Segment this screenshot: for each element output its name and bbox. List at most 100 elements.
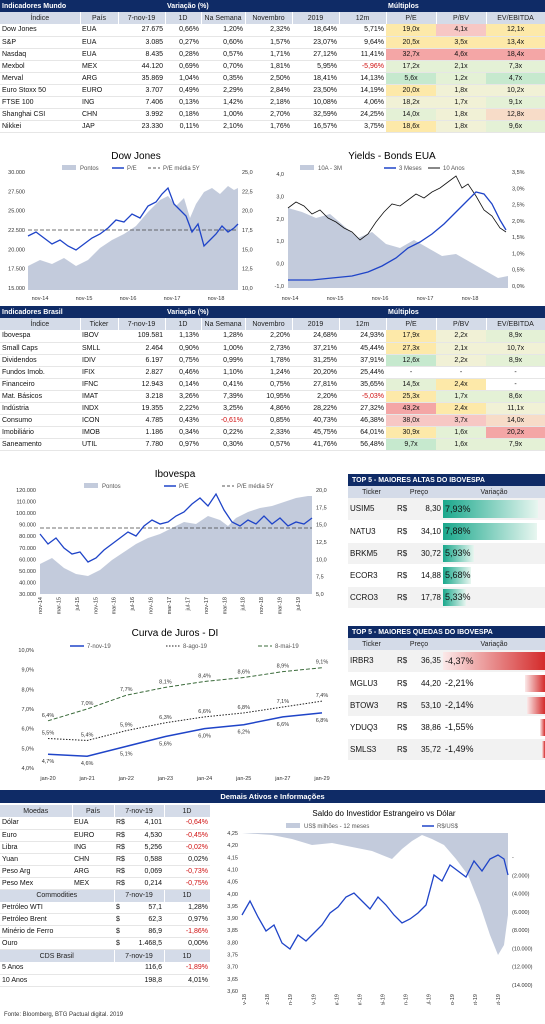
ibov-legend-pe: P/E	[179, 484, 189, 490]
table-cell: 0,60%	[201, 36, 246, 49]
demais-tables: Moedas País 7-nov-19 1D Dólar EUA R$ 4,101 -0,6…	[0, 805, 211, 987]
yields-x-axis: nov-14 nov-15 nov-16 nov-17 nov-18	[282, 296, 479, 302]
table-cell: 20,0x	[386, 84, 437, 97]
ibov-y-tick: 30.000	[19, 592, 36, 598]
yields-y-tick: 1,0	[276, 239, 284, 245]
table-cell: 1,10%	[201, 366, 246, 379]
saldo-y-tick: 4,00	[227, 892, 238, 898]
yields-x-tick: nov-18	[462, 296, 479, 302]
ibov-x-tick: mar-16	[112, 597, 118, 614]
commod-col-headers: Commodities 7-nov-19 1D	[0, 889, 211, 902]
table-cell: 0,27%	[165, 36, 202, 49]
top5_quedas-col-2: Variação	[443, 638, 545, 650]
saldo-x-tick: 7-mai-19	[381, 994, 387, 1005]
yields-3m-line	[288, 191, 507, 281]
juros-data-label: 6,6%	[277, 722, 290, 728]
table-cell: 27.675	[118, 24, 166, 37]
table-cell: IBOV	[80, 330, 118, 343]
mundo-section: Indicadores Mundo Variação (%) Múltiplos…	[0, 0, 545, 133]
moedas-cell: 5,256	[132, 841, 165, 854]
table-cell: 0,14%	[165, 378, 202, 391]
table-cell: 4.785	[118, 414, 166, 427]
ibov-y-left-axis: 120.000 110.000 100.000 90.000 80.000 70.000 6…	[16, 488, 36, 598]
top5-variation: -2,14%	[443, 694, 545, 717]
table-cell: S&P	[0, 36, 80, 49]
table-row: Imobiliário IMOB 1.186 0,34% 0,22% 2,33% 45,75…	[0, 426, 545, 439]
table-cell: 45,44%	[339, 342, 387, 355]
table-cell: Euro Stoxx 50	[0, 84, 80, 97]
top5-ticker: ECOR3	[348, 564, 395, 587]
juros-data-label: 5,5%	[42, 731, 55, 737]
moedas-cell: EUA	[72, 817, 114, 830]
table-cell: 0,75%	[165, 354, 202, 367]
top5-variation-value: -2,21%	[445, 678, 474, 688]
table-cell: 11,1x	[486, 402, 545, 415]
table-cell: 5,71%	[339, 24, 387, 37]
dow-x-tick: nov-16	[120, 296, 137, 302]
ibov-y-tick: 40.000	[19, 580, 36, 586]
saldo-y-right-tick: (12.000)	[512, 965, 533, 971]
table-cell: 0,70%	[201, 60, 246, 73]
dow-pe-line	[27, 186, 239, 251]
table-cell: 1,76%	[245, 120, 293, 133]
moedas-row: Libra ING R$ 5,256 -0,02%	[0, 841, 211, 854]
dow-y-right-tick: 25,0	[242, 170, 253, 176]
moedas-rows: Dólar EUA R$ 4,101 -0,64% Euro EURO R$ 4,530 -0,4…	[0, 817, 211, 890]
table-cell: 2,18%	[245, 96, 293, 109]
yields-y-right-tick: 2,5%	[512, 203, 525, 209]
juros-data-label: 6,0%	[198, 734, 211, 740]
table-cell: 19,0x	[386, 24, 437, 37]
saldo-brl-line	[241, 854, 509, 950]
top5-bar	[539, 718, 545, 736]
table-cell: Mexbol	[0, 60, 80, 73]
table-cell: 2,20%	[292, 390, 340, 403]
juros-data-label: 6,8%	[237, 705, 250, 711]
table-cell: Merval	[0, 72, 80, 85]
table-cell: 3.992	[118, 108, 166, 121]
table-cell: 23.330	[118, 120, 166, 133]
moedas-cell: R$	[114, 841, 132, 854]
table-cell: 0,57%	[245, 438, 293, 451]
moedas-cell: Libra	[0, 841, 72, 854]
dow-y-right-tick: 15,0	[242, 247, 253, 253]
table-cell: 10,08%	[292, 96, 340, 109]
yields-y-right-tick: 0,5%	[512, 268, 525, 274]
table-cell: 32,7x	[386, 48, 437, 61]
table-cell: 23,50%	[292, 84, 340, 97]
top5-currency: R$	[397, 744, 408, 754]
table-cell: IDIV	[80, 354, 118, 367]
juros-data-label: 4,6%	[81, 761, 94, 767]
table-cell: 2,1x	[436, 342, 487, 355]
table-cell: 24,93%	[339, 330, 387, 343]
dow-y-tick: 30.000	[8, 170, 25, 176]
table-cell: 2,84%	[245, 84, 293, 97]
commod-cell: 0,00%	[164, 937, 211, 950]
dow-y-right-tick: 22,5	[242, 189, 253, 195]
dow-y-right-tick: 20,0	[242, 209, 253, 215]
juros-legend-label: 7-nov-19	[87, 644, 111, 650]
juros-data-label: 5,9%	[120, 723, 133, 729]
yields-x-tick: nov-15	[327, 296, 344, 302]
table-cell: 0,69%	[165, 60, 202, 73]
cds-col-2: 1D	[164, 950, 211, 962]
top5-altas: TOP 5 - MAIORES ALTAS DO IBOVESPA Ticker…	[348, 474, 545, 609]
top5-variation-value: 7,88%	[445, 526, 471, 536]
brasil-col-10: EV/EBITDA	[486, 318, 545, 330]
top5-row: MGLU3 R$ 44,20 -2,21%	[348, 672, 545, 695]
table-cell: 23,07%	[292, 36, 340, 49]
top5-price-value: 53,10	[420, 700, 441, 710]
table-cell: 14,5x	[386, 378, 437, 391]
table-cell: 12.943	[118, 378, 166, 391]
commod-cell: Petróleo Brent	[0, 913, 114, 926]
mundo-col-9: P/BV	[436, 12, 487, 24]
dow-x-tick: nov-17	[164, 296, 181, 302]
top5-variation: 7,93%	[443, 498, 545, 521]
top5-ticker: SMLS3	[348, 738, 395, 761]
juros-legend: 7-nov-19 8-ago-19 8-mai-19	[70, 644, 299, 650]
top5-price-value: 17,78	[420, 592, 441, 602]
ibov-y-tick: 120.000	[16, 488, 36, 494]
juros-x-tick: jan-23	[157, 776, 173, 782]
mundo-rows: Dow Jones EUA 27.675 0,66% 1,20% 2,32% 18,64% 5…	[0, 24, 545, 133]
saldo-legend-usd: US$ milhões - 12 meses	[304, 824, 369, 830]
ibov-y-right-tick: 20,0	[316, 488, 327, 494]
